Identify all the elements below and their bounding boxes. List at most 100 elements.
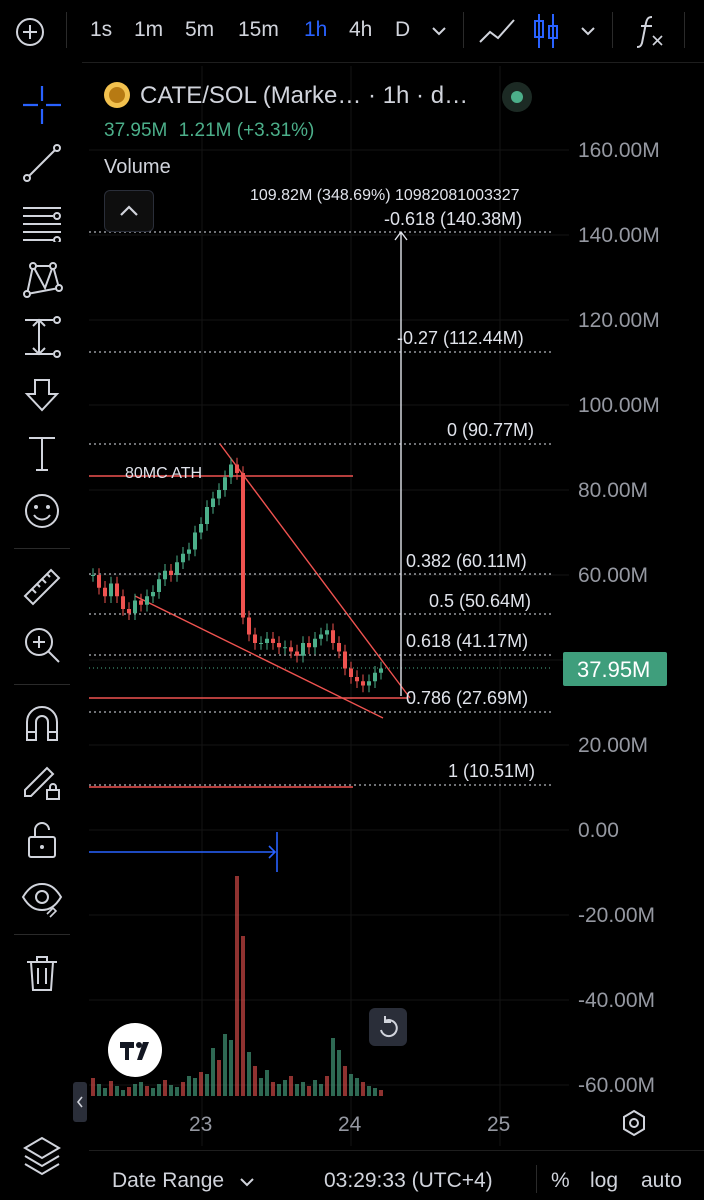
volume-bar [127,1087,131,1096]
layers-icon[interactable] [21,1134,63,1176]
candle-body [175,562,179,575]
price-tick: 20.00M [578,734,649,757]
volume-bar [307,1086,311,1096]
timeframe-1h[interactable]: 1h [304,18,328,41]
pencil-lock-icon[interactable] [21,760,63,802]
current-price-badge [563,652,667,686]
collapse-legend-button[interactable] [104,190,154,232]
collapse-toolbar-handle[interactable] [73,1082,87,1122]
chevron-up-icon [120,205,138,216]
timeframe-1m[interactable]: 1m [134,18,164,41]
candle-body [325,630,329,635]
candle-body [115,583,119,597]
candle-body [133,600,137,614]
volume-label: Volume [104,156,171,178]
timeframe-d[interactable]: D [395,18,411,41]
candle-body [277,643,281,648]
magnet-icon[interactable] [21,702,63,744]
add-icon[interactable] [14,16,46,48]
candle-body [361,681,365,686]
candle-body [337,643,341,652]
volume-bar [163,1080,167,1096]
settings-icon[interactable] [620,1109,648,1137]
candle-body [259,643,263,644]
fx-icon[interactable] [636,14,666,48]
volume-bar [181,1082,185,1096]
separator [612,12,613,48]
volume-bars [91,876,383,1096]
timeframe-5m[interactable]: 5m [185,18,215,41]
reset-icon [380,1016,398,1037]
arrow-down-icon[interactable] [21,374,63,416]
unlock-icon[interactable] [21,818,63,860]
volume-bar [121,1090,125,1096]
price-tick: 80.00M [578,479,649,502]
volume-bar [223,1034,227,1096]
time-tick: 23 [189,1113,213,1136]
volume-bar [337,1050,341,1096]
fib-icon[interactable] [21,200,63,242]
timeframe-1s[interactable]: 1s [90,18,113,41]
volume-bar [277,1084,281,1096]
volume-bar [97,1084,101,1096]
candle-body [127,609,131,614]
emoji-icon[interactable] [21,490,63,532]
timeframe-4h[interactable]: 4h [349,18,373,41]
volume-bar [169,1085,173,1096]
status-dot [502,82,532,112]
chevron-down-icon[interactable] [580,24,596,38]
blue-arrow [89,832,278,872]
price-chart[interactable] [89,66,704,1146]
log-toggle[interactable]: log [590,1169,619,1192]
volume-bar [241,936,245,1096]
fib-label: 1 (10.51M) [448,761,536,781]
pattern-icon[interactable] [21,258,63,300]
crosshair-icon[interactable] [21,84,63,126]
volume-bar [259,1078,263,1096]
candle-body [187,549,191,554]
candle-body [241,473,245,618]
chevron-down-icon[interactable] [239,1175,255,1189]
date-range-button[interactable]: Date Range [112,1169,225,1192]
reset-button[interactable] [369,1008,407,1046]
chevron-down-icon[interactable] [431,24,447,38]
text-icon[interactable] [21,432,63,474]
separator [14,684,70,685]
clock-timezone[interactable]: 03:29:33 (UTC+4) [324,1169,493,1192]
eye-icon[interactable] [21,876,63,918]
trendline-icon[interactable] [21,142,63,184]
measure-icon[interactable] [21,316,63,358]
candle-body [139,600,143,605]
candle-body [349,668,353,677]
candle-body [211,498,215,507]
separator [14,934,70,935]
support-resistance-lines [89,475,407,788]
percent-toggle[interactable]: % [551,1169,570,1192]
candle-body [307,643,311,648]
volume-bar [211,1048,215,1096]
volume-bar [349,1074,353,1096]
volume-bar [187,1076,191,1096]
auto-toggle[interactable]: auto [641,1169,682,1192]
volume-bar [361,1082,365,1096]
separator [684,12,685,48]
bottom-bar: Date Range 03:29:33 (UTC+4) % log auto [89,1150,704,1200]
candle-body [229,464,233,478]
fib-label: 0.786 (27.69M) [406,688,529,708]
tv-logo-icon[interactable] [108,1023,162,1077]
ruler-icon[interactable] [21,566,63,608]
symbol-title[interactable]: CATE/SOL (Marke… · 1h · d… [140,82,469,109]
fib-label: -0.618 (140.38M) [384,209,523,229]
candles-icon[interactable] [532,12,560,50]
timeframe-15m[interactable]: 15m [238,18,279,41]
volume-bar [301,1082,305,1096]
zoom-in-icon[interactable] [21,624,63,666]
line-chart-icon[interactable] [478,16,518,46]
candle-body [289,647,293,652]
trash-icon[interactable] [21,952,63,994]
candle-body [97,575,101,588]
candle-body [271,638,275,643]
time-tick: 24 [338,1113,362,1136]
candle-body [295,651,299,656]
chart-pane[interactable] [89,66,704,1146]
